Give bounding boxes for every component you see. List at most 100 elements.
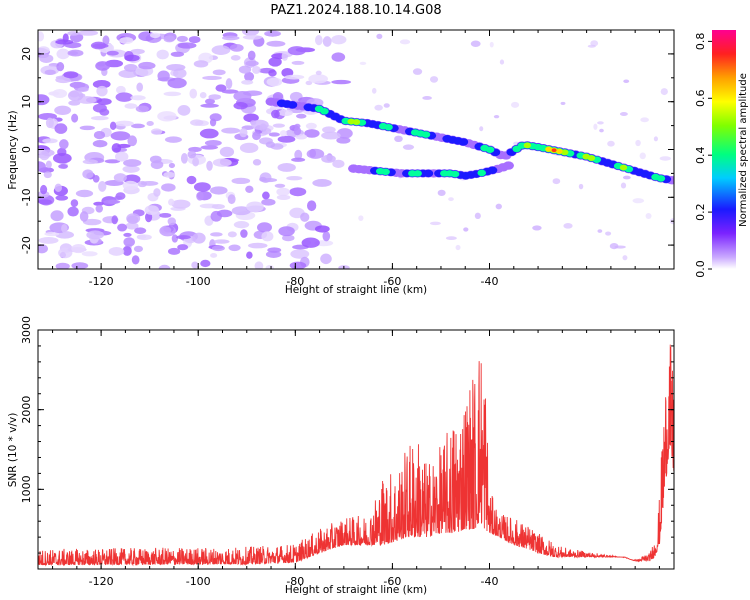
noise-blob — [230, 55, 241, 61]
noise-blob — [79, 211, 89, 222]
noise-blob — [304, 129, 320, 138]
noise-blob — [246, 251, 253, 259]
noise-blob — [166, 64, 186, 71]
ridge-cell — [477, 169, 487, 177]
noise-blob — [187, 150, 197, 159]
ridge-cell — [421, 131, 431, 138]
noise-blob — [261, 231, 274, 242]
noise-blob — [149, 155, 162, 164]
noise-blob — [131, 123, 145, 129]
noise-blob — [55, 195, 69, 201]
noise-blob — [645, 213, 652, 220]
noise-blob — [221, 35, 240, 41]
noise-blob — [251, 119, 269, 131]
noise-blob — [212, 69, 226, 76]
noise-blob — [45, 117, 54, 129]
noise-blob — [225, 78, 233, 90]
noise-blob — [552, 178, 561, 185]
noise-blob — [92, 79, 111, 89]
noise-blob — [71, 262, 89, 269]
noise-blob — [262, 191, 270, 200]
noise-blob — [376, 33, 383, 39]
noise-blob — [177, 42, 197, 49]
noise-blob — [231, 177, 251, 185]
noise-blob — [245, 185, 254, 193]
ridge-cell — [523, 142, 532, 149]
noise-blob — [108, 247, 125, 256]
x-tick-label: -120 — [89, 575, 114, 588]
noise-blob — [67, 31, 80, 36]
noise-blob — [82, 218, 102, 226]
noise-blob — [320, 253, 332, 265]
noise-blob — [153, 188, 161, 197]
noise-blob — [95, 204, 104, 213]
ridge-cell — [619, 164, 628, 171]
noise-blob — [168, 198, 175, 206]
noise-blob — [93, 130, 106, 140]
ridge-cell — [587, 155, 596, 161]
ridge-cell — [381, 168, 390, 176]
noise-blob — [163, 171, 176, 178]
noise-blob — [247, 50, 256, 61]
y-tick-label: 3000 — [20, 316, 33, 344]
noise-blob — [233, 90, 252, 102]
ridge-cell — [413, 170, 422, 177]
noise-blob — [614, 245, 626, 249]
ridge-cell — [556, 148, 563, 154]
noise-blob — [170, 51, 185, 57]
noise-blob — [159, 212, 172, 218]
noise-blob — [115, 151, 129, 162]
noise-blob — [92, 140, 108, 148]
ridge-cell — [485, 146, 495, 154]
noise-blob — [639, 152, 646, 160]
noise-blob — [266, 40, 286, 47]
noise-blob — [58, 164, 68, 169]
noise-blob — [193, 60, 209, 68]
noise-blob — [163, 91, 182, 97]
noise-blob — [265, 250, 282, 258]
noise-blob — [455, 244, 461, 251]
noise-blob — [38, 244, 48, 254]
noise-blob — [70, 199, 79, 207]
noise-blob — [605, 231, 612, 236]
noise-blob — [268, 69, 277, 77]
noise-blob — [622, 255, 628, 261]
noise-blob — [163, 35, 176, 43]
noise-blob — [305, 80, 313, 86]
noise-blob — [474, 212, 481, 219]
noise-blob — [241, 30, 260, 36]
noise-blob — [42, 138, 58, 144]
noise-blob — [293, 126, 302, 136]
noise-blob — [322, 231, 331, 242]
noise-blob — [75, 189, 94, 198]
noise-blob — [146, 121, 154, 126]
colorbar — [712, 30, 736, 269]
noise-blob — [274, 183, 286, 188]
heatmap-y-axis-label: Frequency (Hz) — [7, 110, 19, 189]
noise-blob — [43, 171, 52, 179]
noise-blob — [209, 113, 222, 122]
noise-blob — [276, 187, 290, 196]
noise-blob — [314, 225, 330, 233]
noise-blob — [216, 209, 233, 218]
noise-blob — [38, 113, 57, 121]
noise-blob — [136, 82, 144, 92]
ridge-upper — [265, 97, 674, 185]
noise-blob — [79, 125, 95, 131]
noise-blob — [82, 159, 99, 165]
noise-blob — [171, 199, 191, 209]
noise-blob — [210, 186, 228, 195]
noise-blob — [99, 108, 110, 116]
noise-blob — [124, 54, 140, 62]
noise-blob — [211, 45, 231, 55]
noise-blob — [268, 57, 282, 67]
x-tick-label: -100 — [186, 575, 211, 588]
noise-blob — [227, 194, 236, 205]
y-tick-label: -10 — [20, 188, 33, 206]
noise-blob — [321, 131, 341, 140]
noise-blob — [265, 264, 274, 269]
colorbar-label: Normalized spectral amplitude — [738, 73, 749, 227]
colorbar-ticks: 0.0 0.2 0.4 0.6 0.8 — [694, 33, 712, 278]
ridge-cell — [384, 123, 393, 131]
